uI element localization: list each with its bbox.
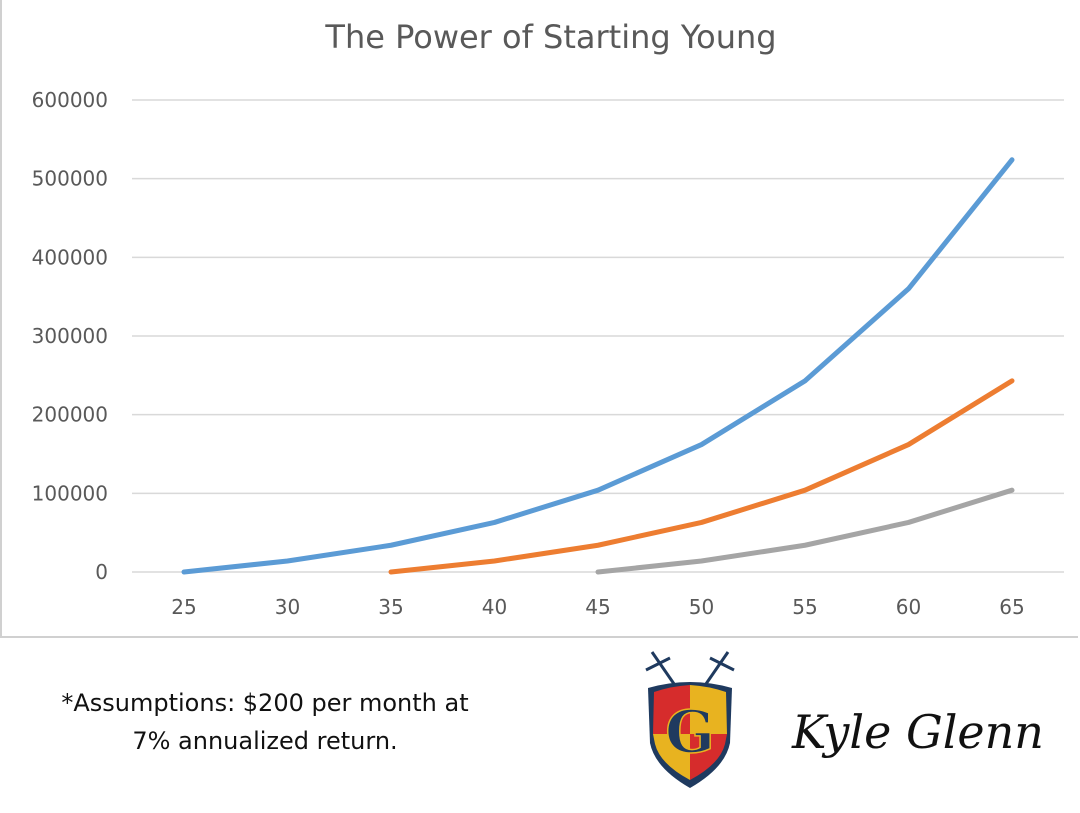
y-tick-label: 300000 bbox=[32, 324, 108, 348]
x-tick-label: 40 bbox=[482, 595, 507, 619]
y-tick-label: 100000 bbox=[32, 481, 108, 505]
series-line-1 bbox=[181, 157, 1015, 575]
x-tick-label: 50 bbox=[689, 595, 714, 619]
y-tick-label: 400000 bbox=[32, 245, 108, 269]
x-tick-label: 55 bbox=[792, 595, 817, 619]
chart-title: The Power of Starting Young bbox=[324, 18, 776, 56]
chart-area: The Power of Starting Young 0 100000 20000… bbox=[0, 0, 1078, 638]
x-tick-label: 65 bbox=[999, 595, 1024, 619]
y-tick-label: 200000 bbox=[32, 403, 108, 427]
x-tick-label: 35 bbox=[378, 595, 403, 619]
assumptions-line-1: *Assumptions: $200 per month at bbox=[61, 689, 469, 717]
x-tick-label: 45 bbox=[585, 595, 610, 619]
assumptions-note: *Assumptions: $200 per month at 7% annua… bbox=[30, 684, 500, 760]
signature-text: Kyle Glenn bbox=[791, 705, 1044, 759]
assumptions-line-2: 7% annualized return. bbox=[132, 727, 398, 755]
signature: Kyle Glenn bbox=[791, 705, 1044, 759]
y-tick-label: 600000 bbox=[32, 88, 108, 112]
y-tick-label: 500000 bbox=[32, 167, 108, 191]
x-tick-label: 25 bbox=[171, 595, 196, 619]
x-tick-label: 30 bbox=[275, 595, 300, 619]
x-tick-label: 60 bbox=[896, 595, 921, 619]
series-line-2 bbox=[388, 378, 1015, 575]
shield-logo-icon: G bbox=[645, 651, 735, 788]
line-chart: The Power of Starting Young 0 100000 20000… bbox=[32, 18, 1064, 619]
y-tick-label: 0 bbox=[95, 560, 108, 584]
logo-letter: G bbox=[665, 698, 715, 766]
